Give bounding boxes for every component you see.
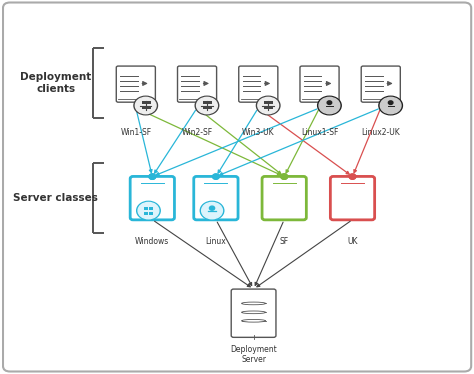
FancyBboxPatch shape [144,207,148,210]
FancyBboxPatch shape [116,66,155,102]
FancyBboxPatch shape [300,66,339,102]
FancyBboxPatch shape [231,289,276,337]
FancyBboxPatch shape [361,66,401,102]
Circle shape [281,174,288,179]
Circle shape [197,97,217,114]
FancyArrowPatch shape [261,110,349,174]
FancyBboxPatch shape [264,106,268,109]
FancyBboxPatch shape [269,106,273,109]
FancyBboxPatch shape [142,101,146,104]
FancyArrowPatch shape [199,110,281,174]
Circle shape [379,96,402,115]
FancyBboxPatch shape [177,66,217,102]
Circle shape [213,174,219,179]
Circle shape [136,97,156,114]
Circle shape [258,97,279,114]
FancyArrowPatch shape [138,109,281,175]
FancyArrowPatch shape [257,221,350,287]
FancyBboxPatch shape [142,106,146,109]
Text: Server classes: Server classes [13,193,98,203]
FancyArrowPatch shape [354,110,380,173]
Circle shape [138,202,159,219]
Text: UK: UK [347,237,358,246]
FancyBboxPatch shape [264,101,268,104]
Circle shape [210,206,215,210]
Circle shape [349,174,356,179]
Circle shape [134,96,157,115]
Circle shape [201,202,222,219]
Ellipse shape [242,302,265,305]
Circle shape [319,97,340,114]
FancyArrowPatch shape [156,109,317,175]
Text: Win3-UK: Win3-UK [242,128,274,137]
Text: Deployment
Server: Deployment Server [230,345,277,364]
FancyArrowPatch shape [218,110,257,173]
Circle shape [388,101,393,104]
Circle shape [281,174,288,179]
FancyBboxPatch shape [130,177,174,220]
FancyBboxPatch shape [203,106,207,109]
FancyBboxPatch shape [149,207,153,210]
FancyBboxPatch shape [194,177,238,220]
Circle shape [327,101,332,104]
FancyBboxPatch shape [262,177,306,220]
FancyBboxPatch shape [269,101,273,104]
Circle shape [200,201,224,220]
FancyBboxPatch shape [239,66,278,102]
Circle shape [380,97,401,114]
Text: Win1-SF: Win1-SF [120,128,151,137]
Circle shape [195,96,219,115]
FancyArrowPatch shape [155,221,250,287]
FancyBboxPatch shape [208,106,212,109]
Circle shape [137,201,160,220]
Circle shape [213,174,219,179]
FancyBboxPatch shape [208,101,212,104]
FancyArrowPatch shape [217,222,252,286]
FancyArrowPatch shape [137,111,152,172]
Circle shape [149,174,155,179]
Circle shape [149,174,155,179]
FancyArrowPatch shape [220,109,378,175]
Text: SF: SF [280,237,289,246]
Circle shape [149,174,155,179]
FancyArrowPatch shape [155,110,196,173]
FancyArrowPatch shape [255,222,283,285]
Text: Win2-SF: Win2-SF [182,128,213,137]
FancyBboxPatch shape [147,101,151,104]
Text: Windows: Windows [135,237,169,246]
FancyBboxPatch shape [149,212,153,215]
Text: Linux2-UK: Linux2-UK [361,128,400,137]
Text: Linux: Linux [206,237,226,246]
FancyBboxPatch shape [330,177,374,220]
Text: Deployment
clients: Deployment clients [20,72,91,94]
Circle shape [281,174,288,179]
FancyBboxPatch shape [3,3,471,371]
FancyBboxPatch shape [144,212,148,215]
Circle shape [349,174,356,179]
FancyArrowPatch shape [286,110,318,173]
Ellipse shape [242,311,265,314]
FancyBboxPatch shape [147,106,151,109]
Text: Linux1-SF: Linux1-SF [301,128,338,137]
Ellipse shape [242,319,265,322]
FancyBboxPatch shape [203,101,207,104]
Circle shape [256,96,280,115]
Circle shape [318,96,341,115]
